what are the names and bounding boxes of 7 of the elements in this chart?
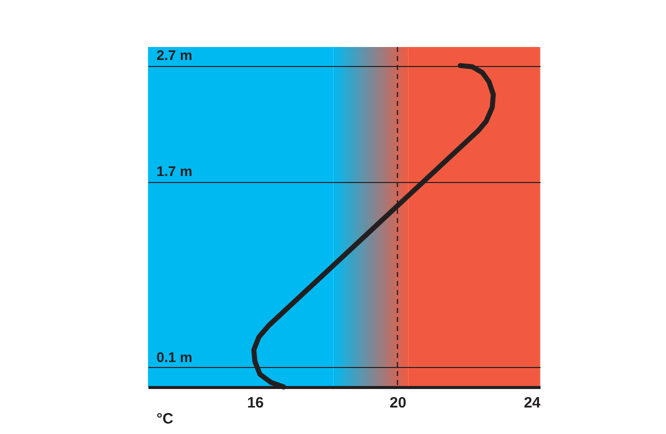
- x-tick-label: 24: [524, 394, 542, 412]
- x-tick-label: 16: [247, 394, 264, 412]
- x-tick-label: 20: [390, 394, 406, 412]
- y-tick-label: 0.1 m: [156, 348, 192, 365]
- y-tick-label: 1.7 m: [156, 163, 192, 180]
- x-axis-title: °C: [156, 410, 174, 428]
- y-tick-label: 2.7 m: [156, 47, 192, 64]
